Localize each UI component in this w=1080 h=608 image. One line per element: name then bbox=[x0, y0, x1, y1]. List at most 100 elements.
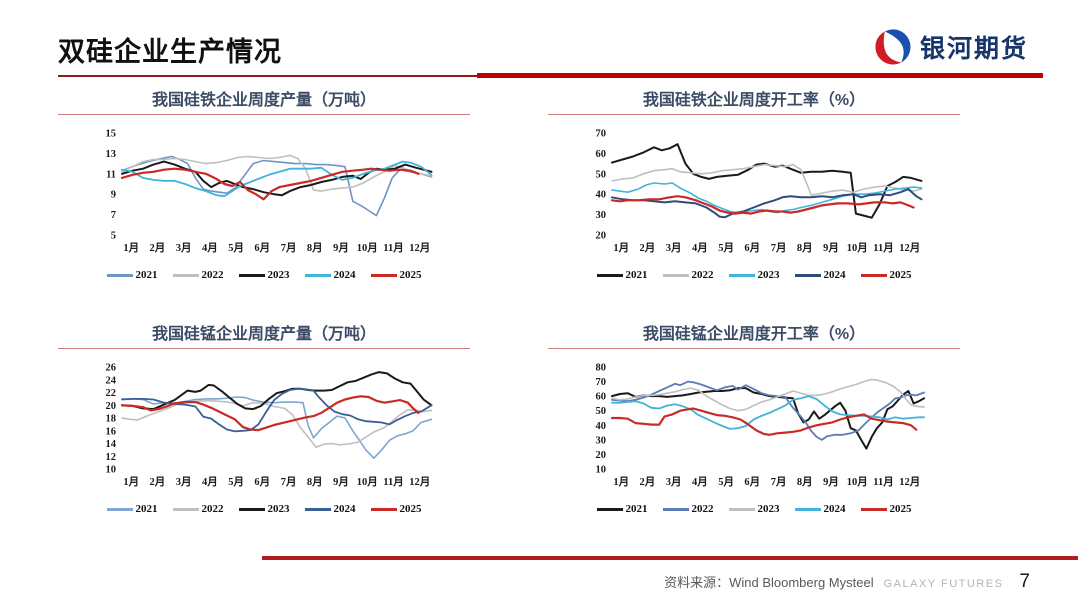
legend-label: 2021 bbox=[625, 503, 648, 515]
series-line-2021 bbox=[121, 155, 433, 217]
series-line-2024 bbox=[121, 387, 433, 433]
chart-legend: 2021 2022 2023 2024 2025 bbox=[58, 503, 470, 515]
legend-label: 2023 bbox=[267, 503, 290, 515]
legend-swatch bbox=[106, 273, 133, 277]
legend-item-2025: 2025 bbox=[370, 269, 422, 281]
legend-label: 2024 bbox=[823, 503, 846, 515]
footer-source-text: 资料来源：Wind Bloomberg Mysteel bbox=[664, 575, 874, 590]
series-line-2021 bbox=[611, 143, 923, 219]
x-tick-label: 4月 bbox=[202, 476, 218, 488]
x-tick-label: 8月 bbox=[307, 476, 323, 488]
legend-swatch bbox=[304, 273, 331, 277]
x-tick-label: 11月 bbox=[873, 242, 893, 254]
legend-label: 2025 bbox=[399, 503, 422, 515]
legend-swatch bbox=[304, 507, 331, 511]
series-line-2024 bbox=[611, 395, 926, 430]
legend-item-2024: 2024 bbox=[794, 269, 846, 281]
x-tick-label: 10月 bbox=[357, 242, 378, 254]
x-tick-label: 1月 bbox=[123, 476, 139, 488]
legend-swatch bbox=[728, 507, 755, 511]
y-tick-label: 80 bbox=[596, 363, 607, 374]
x-tick-label: 7月 bbox=[771, 476, 787, 488]
galaxy-logo-icon bbox=[865, 19, 922, 76]
y-tick-label: 7 bbox=[111, 210, 116, 221]
legend-item-2022: 2022 bbox=[662, 269, 714, 281]
x-tick-label: 7月 bbox=[281, 476, 297, 488]
legend-label: 2025 bbox=[399, 269, 422, 281]
y-tick-label: 50 bbox=[596, 169, 607, 180]
legend-swatch bbox=[794, 507, 821, 511]
x-tick-label: 2月 bbox=[640, 476, 656, 488]
x-tick-label: 10月 bbox=[847, 476, 868, 488]
company-logo: 银河期货 bbox=[872, 26, 1028, 68]
x-tick-label: 9月 bbox=[823, 242, 839, 254]
y-tick-label: 15 bbox=[106, 129, 117, 140]
x-tick-label: 4月 bbox=[692, 242, 708, 254]
legend-item-2021: 2021 bbox=[596, 503, 648, 515]
y-tick-label: 16 bbox=[106, 426, 117, 437]
legend-label: 2023 bbox=[757, 503, 780, 515]
series-line-2023 bbox=[611, 182, 923, 214]
legend-item-2025: 2025 bbox=[860, 503, 912, 515]
legend-swatch bbox=[172, 273, 199, 277]
series-line-2021 bbox=[611, 387, 926, 450]
series-line-2023 bbox=[121, 371, 433, 411]
x-tick-label: 5月 bbox=[228, 242, 244, 254]
x-tick-label: 10月 bbox=[847, 242, 868, 254]
x-tick-label: 5月 bbox=[228, 476, 244, 488]
legend-item-2023: 2023 bbox=[728, 503, 780, 515]
header-divider-left bbox=[58, 75, 477, 77]
chart-block-sife-operating-rate: 我国硅铁企业周度开工率（%） 20 30 40 50 60 70 1月 2月 3月 4月 5月 6月 7… bbox=[548, 86, 960, 281]
y-tick-label: 60 bbox=[596, 149, 607, 160]
x-tick-label: 2月 bbox=[150, 476, 166, 488]
y-tick-label: 70 bbox=[596, 377, 607, 388]
footer-brand-text: GALAXY FUTURES bbox=[883, 578, 1004, 590]
header-divider-right bbox=[477, 73, 1043, 78]
chart-block-sife-production: 我国硅铁企业周度产量（万吨） 5 7 9 11 13 15 1月 2月 3月 4月 5月 6月 7月 8月… bbox=[58, 86, 470, 281]
legend-swatch bbox=[662, 507, 689, 511]
series-line-2024 bbox=[611, 188, 923, 219]
chart-block-simn-operating-rate: 我国硅锰企业周度开工率（%） 10 20 30 40 50 60 70 80 1月 2月 3月 4月 5… bbox=[548, 320, 960, 515]
legend-swatch bbox=[370, 273, 397, 277]
chart-legend: 2021 2022 2023 2024 2025 bbox=[548, 503, 960, 515]
legend-item-2025: 2025 bbox=[370, 503, 422, 515]
legend-label: 2022 bbox=[691, 269, 714, 281]
legend-item-2021: 2021 bbox=[106, 503, 158, 515]
x-tick-label: 5月 bbox=[718, 476, 734, 488]
y-tick-label: 50 bbox=[596, 406, 607, 417]
legend-label: 2025 bbox=[889, 269, 912, 281]
legend-item-2022: 2022 bbox=[172, 269, 224, 281]
series-line-2022 bbox=[611, 380, 926, 441]
x-tick-label: 6月 bbox=[744, 242, 760, 254]
y-tick-label: 40 bbox=[596, 190, 607, 201]
chart-legend: 2021 2022 2023 2024 2025 bbox=[548, 269, 960, 281]
legend-swatch bbox=[596, 273, 623, 277]
x-tick-label: 1月 bbox=[613, 476, 629, 488]
legend-swatch bbox=[728, 273, 755, 277]
legend-item-2024: 2024 bbox=[794, 503, 846, 515]
y-tick-label: 20 bbox=[596, 231, 607, 242]
x-tick-label: 7月 bbox=[771, 242, 787, 254]
y-tick-label: 5 bbox=[111, 231, 116, 242]
legend-item-2024: 2024 bbox=[304, 503, 356, 515]
series-line-2025 bbox=[120, 167, 420, 201]
series-line-2025 bbox=[610, 407, 918, 436]
x-tick-label: 7月 bbox=[281, 242, 297, 254]
legend-label: 2023 bbox=[757, 269, 780, 281]
legend-swatch bbox=[172, 507, 199, 511]
x-tick-label: 12月 bbox=[899, 242, 920, 254]
x-tick-label: 11月 bbox=[873, 476, 893, 488]
legend-item-2025: 2025 bbox=[860, 269, 912, 281]
legend-label: 2022 bbox=[201, 503, 224, 515]
y-tick-label: 10 bbox=[596, 465, 607, 476]
x-tick-label: 12月 bbox=[409, 476, 430, 488]
chart-title: 我国硅铁企业周度开工率（%） bbox=[548, 86, 960, 115]
legend-swatch bbox=[596, 507, 623, 511]
y-tick-label: 9 bbox=[111, 190, 116, 201]
x-tick-label: 8月 bbox=[307, 242, 323, 254]
series-line-2025 bbox=[120, 395, 420, 432]
x-tick-label: 8月 bbox=[797, 476, 813, 488]
x-tick-label: 3月 bbox=[666, 476, 682, 488]
